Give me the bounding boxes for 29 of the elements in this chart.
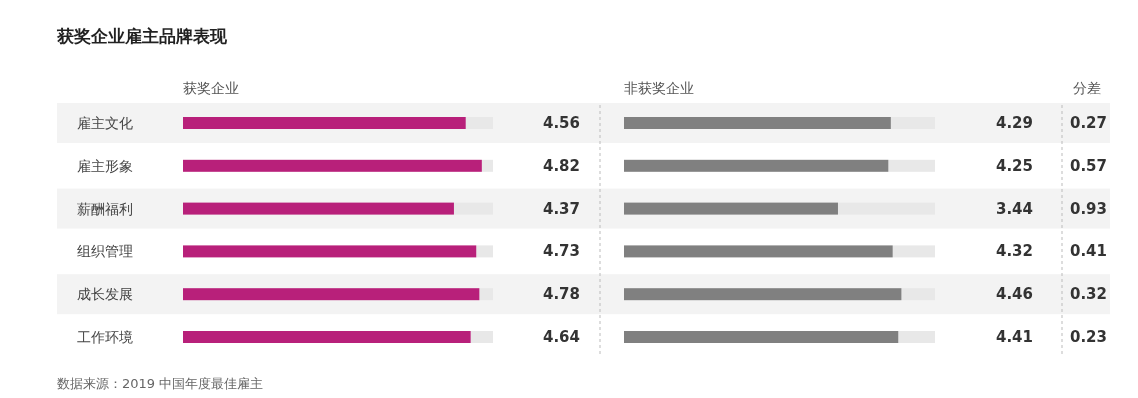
- data-label: 4.37: [542, 199, 580, 218]
- data-label: 3.44: [995, 199, 1033, 218]
- chart-subtitle: 非获奖企业: [624, 80, 694, 96]
- data-label: 0.57: [1069, 156, 1107, 175]
- data-label: 4.64: [542, 328, 580, 346]
- data-label: 4.41: [995, 328, 1033, 346]
- data-label: 4.46: [995, 285, 1033, 304]
- y-tick-label: 成长发展: [77, 286, 133, 303]
- data-label: 0.27: [1069, 114, 1107, 132]
- text: 分差: [1073, 80, 1101, 96]
- chart-subtitle: 获奖企业: [183, 80, 239, 96]
- y-tick-label: 雇主文化: [77, 115, 133, 131]
- data-label: 0.32: [1069, 285, 1107, 304]
- source-note: 数据来源：2019 中国年度最佳雇主: [57, 376, 264, 391]
- data-label: 0.23: [1069, 328, 1107, 346]
- y-tick-label: 薪酬福利: [77, 200, 133, 217]
- chart-title: 获奖企业雇主品牌表现: [56, 26, 228, 46]
- y-tick-label: 工作环境: [77, 329, 133, 345]
- data-label: 0.93: [1069, 199, 1107, 218]
- data-label: 4.25: [995, 156, 1033, 175]
- y-tick-label: 雇主形象: [77, 157, 133, 174]
- data-label: 4.78: [542, 285, 580, 304]
- data-label: 4.56: [542, 114, 580, 132]
- data-label: 4.82: [542, 156, 580, 175]
- data-label: 4.32: [995, 242, 1033, 261]
- data-label: 4.73: [542, 242, 580, 261]
- y-tick-label: 组织管理: [77, 243, 133, 260]
- data-label: 0.41: [1069, 242, 1107, 261]
- data-label: 4.29: [995, 114, 1033, 132]
